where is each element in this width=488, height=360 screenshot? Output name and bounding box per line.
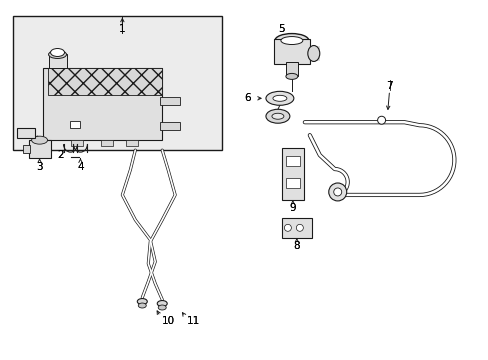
Bar xyxy=(285,62,297,76)
Text: 9: 9 xyxy=(289,203,296,213)
Text: 7: 7 xyxy=(386,81,392,91)
Text: 3: 3 xyxy=(36,162,43,172)
Bar xyxy=(281,148,303,200)
Text: 11: 11 xyxy=(186,316,200,327)
Text: 4: 4 xyxy=(77,162,83,172)
Bar xyxy=(101,140,113,146)
Ellipse shape xyxy=(280,37,302,45)
Ellipse shape xyxy=(50,49,64,57)
Text: 6: 6 xyxy=(244,93,251,103)
Bar xyxy=(42,68,162,140)
Ellipse shape xyxy=(138,303,146,308)
Ellipse shape xyxy=(271,113,284,119)
Ellipse shape xyxy=(274,33,308,48)
Text: 10: 10 xyxy=(162,316,174,327)
Circle shape xyxy=(284,224,291,231)
Ellipse shape xyxy=(158,305,166,310)
Text: 8: 8 xyxy=(293,241,300,251)
Text: 9: 9 xyxy=(289,203,296,213)
Text: 6: 6 xyxy=(244,93,251,103)
Circle shape xyxy=(328,183,346,201)
Text: 2: 2 xyxy=(57,150,64,160)
Text: 3: 3 xyxy=(36,162,43,172)
Text: 1: 1 xyxy=(119,24,125,33)
Text: 7: 7 xyxy=(386,81,392,91)
Ellipse shape xyxy=(272,95,286,101)
Ellipse shape xyxy=(48,50,66,58)
Ellipse shape xyxy=(137,298,147,305)
Ellipse shape xyxy=(32,136,47,144)
Bar xyxy=(160,97,180,105)
Text: 4: 4 xyxy=(77,162,83,172)
Circle shape xyxy=(333,188,341,196)
Text: 5: 5 xyxy=(278,24,285,33)
Text: 5: 5 xyxy=(278,24,285,33)
Ellipse shape xyxy=(307,45,319,62)
Text: 11: 11 xyxy=(186,316,200,327)
Ellipse shape xyxy=(157,301,167,306)
Bar xyxy=(70,121,81,128)
Text: 10: 10 xyxy=(162,316,174,327)
Text: 1: 1 xyxy=(119,24,125,33)
Text: 8: 8 xyxy=(293,241,300,251)
Text: 2: 2 xyxy=(57,150,64,160)
Bar xyxy=(29,140,50,158)
Bar xyxy=(71,140,83,146)
Bar xyxy=(309,45,319,62)
Ellipse shape xyxy=(265,109,289,123)
Bar xyxy=(160,122,180,130)
Circle shape xyxy=(296,224,303,231)
Bar xyxy=(126,140,138,146)
Circle shape xyxy=(377,116,385,124)
Bar xyxy=(285,156,299,166)
Bar xyxy=(47,68,162,95)
Bar xyxy=(22,145,30,153)
Bar xyxy=(285,178,299,188)
Ellipse shape xyxy=(265,91,293,105)
Ellipse shape xyxy=(285,73,297,80)
Bar xyxy=(48,54,66,68)
Bar xyxy=(13,15,222,150)
Bar xyxy=(17,128,35,138)
Bar xyxy=(273,39,309,64)
Bar xyxy=(281,218,311,238)
